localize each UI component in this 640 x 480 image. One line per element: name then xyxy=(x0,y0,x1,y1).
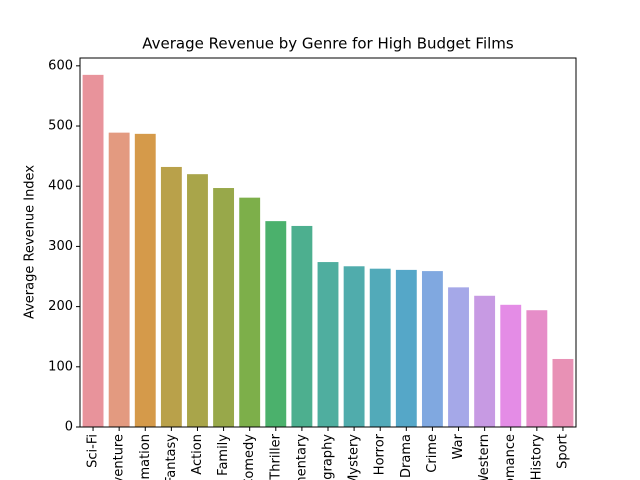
bar xyxy=(265,221,287,427)
bar xyxy=(213,188,235,427)
x-tick-label: Crime xyxy=(425,434,440,473)
x-tick-label: Action xyxy=(190,434,205,475)
x-tick-label: Drama xyxy=(399,434,414,478)
bar xyxy=(552,358,574,427)
bar xyxy=(343,266,365,427)
y-tick-label: 500 xyxy=(48,119,73,134)
bar xyxy=(421,271,443,427)
x-tick-label: Comedy xyxy=(242,434,257,480)
bar xyxy=(108,132,130,427)
x-tick-label: Horror xyxy=(373,433,388,475)
y-tick-label: 0 xyxy=(65,420,73,435)
x-tick-label: Animation xyxy=(138,434,153,480)
bar xyxy=(395,269,417,427)
x-tick-label: Sci-Fi xyxy=(86,434,101,468)
x-tick-label: History xyxy=(529,434,544,480)
bar xyxy=(291,225,313,427)
chart-title: Average Revenue by Genre for High Budget… xyxy=(142,35,514,53)
bar xyxy=(526,310,548,427)
bar xyxy=(187,174,208,427)
x-tick-label: Fantasy xyxy=(164,434,179,480)
x-tick-label: Sport xyxy=(555,434,570,469)
bar xyxy=(500,304,522,427)
x-tick-label: Romance xyxy=(503,434,518,480)
x-tick-label: Documentary xyxy=(294,434,309,480)
plot-frame xyxy=(79,57,577,428)
y-tick-label: 400 xyxy=(48,179,73,194)
x-tick-label: Family xyxy=(216,434,231,476)
bar xyxy=(369,268,391,427)
x-tick-label: Mystery xyxy=(347,434,362,480)
y-tick-label: 600 xyxy=(48,58,73,73)
bar xyxy=(474,295,496,427)
bar xyxy=(134,133,156,427)
x-tick-label: Thriller xyxy=(268,433,283,480)
x-tick-label: Western xyxy=(477,434,492,480)
bar xyxy=(239,197,261,427)
y-axis-label: Average Revenue Index xyxy=(23,165,38,319)
x-tick-label: Biography xyxy=(321,434,336,480)
bar xyxy=(448,287,469,427)
y-tick-label: 300 xyxy=(48,239,73,254)
bar xyxy=(160,166,182,427)
bar xyxy=(317,262,339,427)
y-tick-label: 100 xyxy=(48,359,73,374)
x-tick-label: Adventure xyxy=(112,434,127,480)
y-tick-label: 200 xyxy=(48,299,73,314)
bar xyxy=(82,74,104,428)
x-tick-label: War xyxy=(451,433,466,459)
